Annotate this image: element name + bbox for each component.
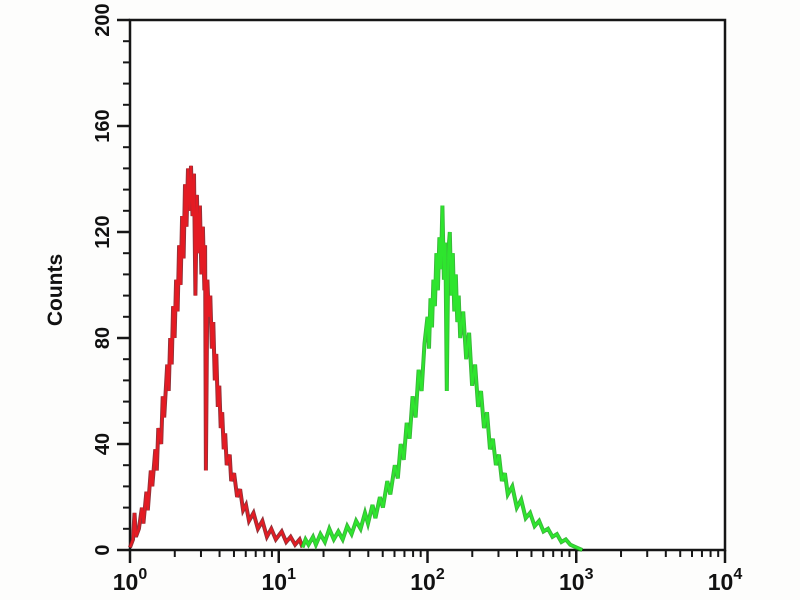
x-tick-label: 100: [113, 566, 148, 595]
x-tick-label: 103: [559, 566, 594, 595]
series-curves: [128, 165, 584, 552]
y-tick-label: 40: [92, 433, 114, 455]
y-axis-ticks: 0 40 80 120 160 200: [92, 3, 130, 556]
y-tick-label: 120: [92, 215, 114, 248]
x-tick-label: 101: [262, 566, 297, 595]
x-axis-ticks: 100 101 102 103 104: [113, 550, 743, 595]
plot-border: [128, 18, 727, 552]
x-tick-label: 102: [410, 566, 445, 595]
green-peak-curve: [300, 205, 584, 552]
green-peak-line: [301, 205, 583, 552]
x-tick-label: 104: [708, 566, 743, 595]
y-axis-title: Counts: [44, 254, 67, 326]
y-tick-label: 0: [92, 544, 114, 555]
y-tick-label: 200: [92, 3, 114, 36]
plot-frame: [128, 18, 727, 552]
y-tick-label: 80: [92, 327, 114, 349]
red-peak-curve: [128, 165, 305, 549]
red-peak-line: [128, 165, 304, 548]
y-tick-label: 160: [92, 109, 114, 142]
